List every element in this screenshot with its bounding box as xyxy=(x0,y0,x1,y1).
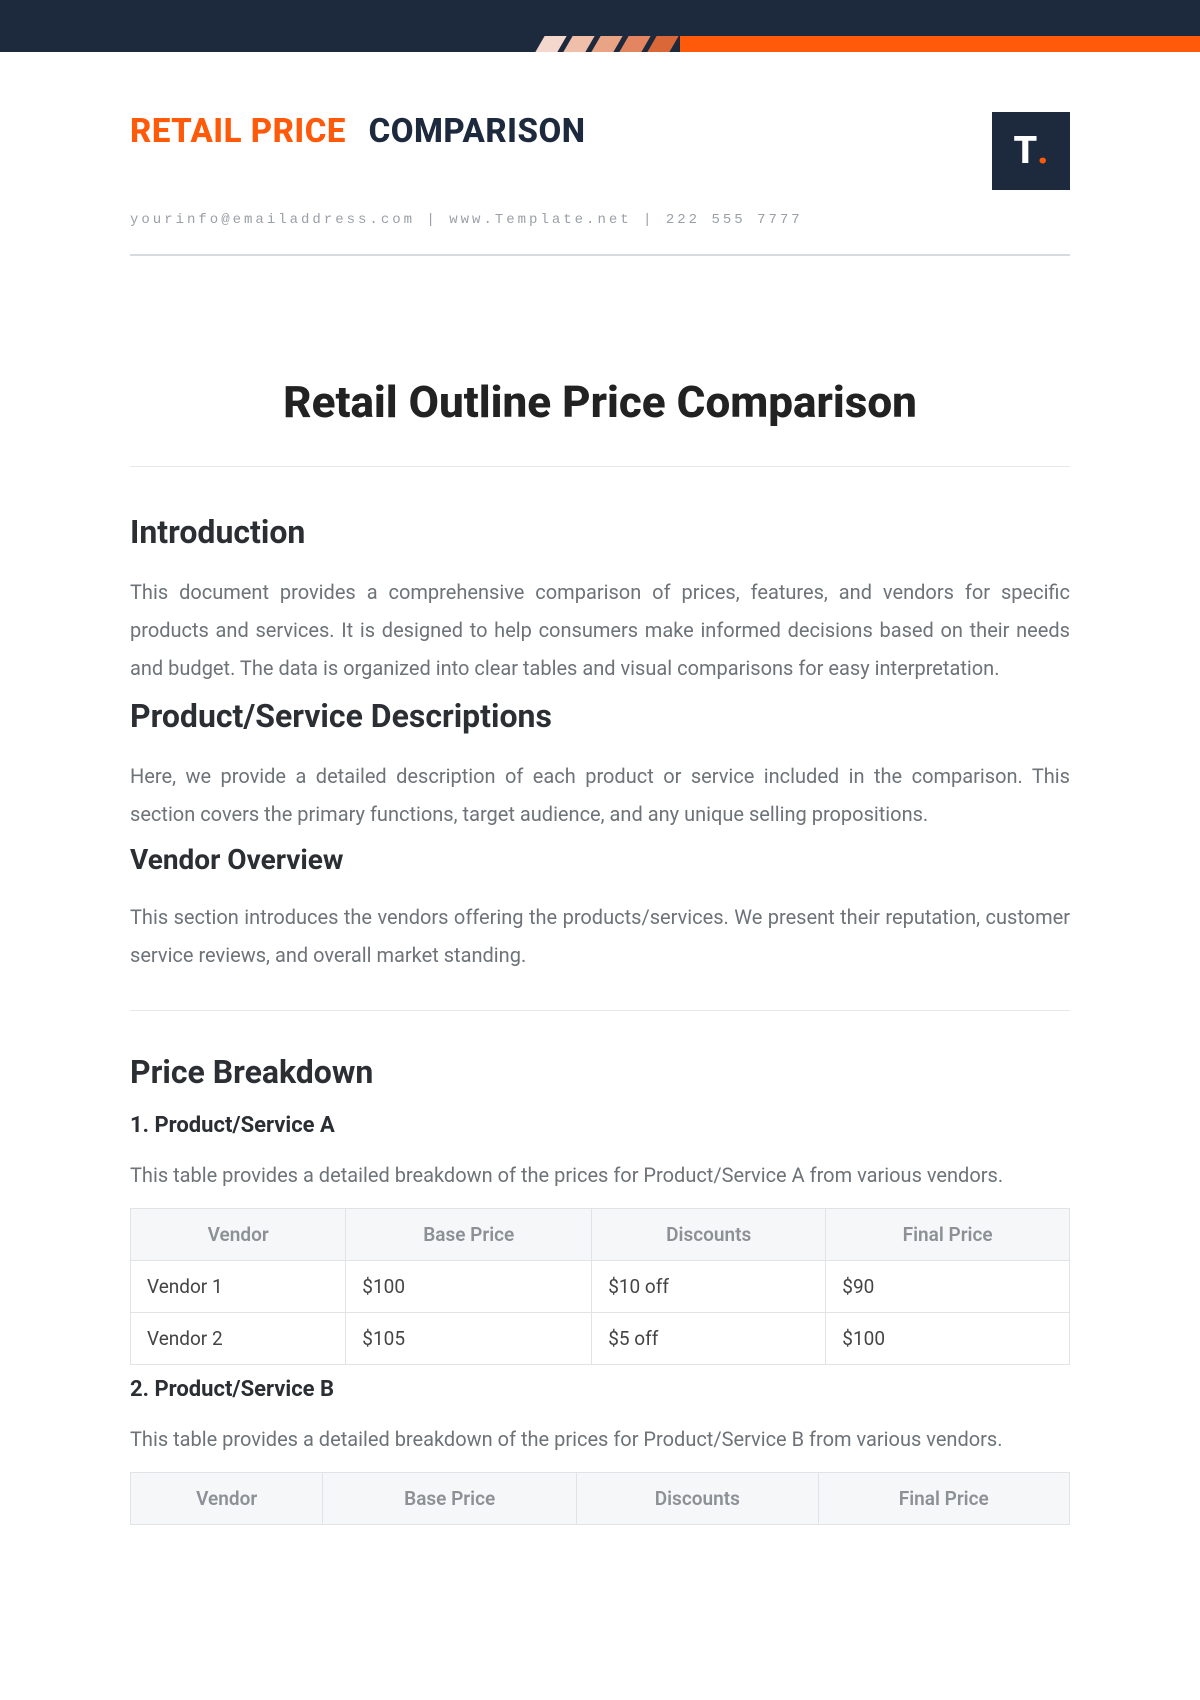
col-base-price: Base Price xyxy=(323,1473,577,1525)
descriptions-body: Here, we provide a detailed description … xyxy=(130,757,1070,833)
top-bar xyxy=(0,0,1200,52)
header-skew-decor xyxy=(540,36,680,52)
cell-discount: $10 off xyxy=(592,1261,826,1313)
col-vendor: Vendor xyxy=(131,1473,323,1525)
intro-body: This document provides a comprehensive c… xyxy=(130,573,1070,687)
brand-seg2: COMPARISON xyxy=(369,112,586,151)
cell-vendor: Vendor 1 xyxy=(131,1261,346,1313)
cell-final: $100 xyxy=(826,1313,1070,1365)
product-b-table: Vendor Base Price Discounts Final Price xyxy=(130,1472,1070,1525)
col-vendor: Vendor xyxy=(131,1209,346,1261)
col-final-price: Final Price xyxy=(826,1209,1070,1261)
product-a-title: 1. Product/Service A xyxy=(130,1113,1070,1138)
col-discounts: Discounts xyxy=(592,1209,826,1261)
logo-letter: T xyxy=(1013,129,1037,173)
col-discounts: Discounts xyxy=(577,1473,819,1525)
cell-discount: $5 off xyxy=(592,1313,826,1365)
table-row: Vendor 1 $100 $10 off $90 xyxy=(131,1261,1070,1313)
intro-heading: Introduction xyxy=(130,513,1070,551)
header-orange-strip xyxy=(680,36,1200,52)
col-final-price: Final Price xyxy=(818,1473,1069,1525)
cell-final: $90 xyxy=(826,1261,1070,1313)
vendors-body: This section introduces the vendors offe… xyxy=(130,898,1070,974)
col-base-price: Base Price xyxy=(346,1209,592,1261)
cell-base: $105 xyxy=(346,1313,592,1365)
table-row: Vendor 2 $105 $5 off $100 xyxy=(131,1313,1070,1365)
product-a-table: Vendor Base Price Discounts Final Price … xyxy=(130,1208,1070,1365)
logo-dot: . xyxy=(1037,129,1048,173)
title-divider xyxy=(130,466,1070,467)
cell-base: $100 xyxy=(346,1261,592,1313)
cell-vendor: Vendor 2 xyxy=(131,1313,346,1365)
product-a-caption: This table provides a detailed breakdown… xyxy=(130,1156,1070,1194)
product-b-caption: This table provides a detailed breakdown… xyxy=(130,1420,1070,1458)
logo-icon: T. xyxy=(992,112,1070,190)
table-header-row: Vendor Base Price Discounts Final Price xyxy=(131,1209,1070,1261)
brand-block: RETAIL PRICE COMPARISON xyxy=(130,112,585,151)
brand-title: RETAIL PRICE COMPARISON xyxy=(130,112,585,151)
mid-divider xyxy=(130,1010,1070,1011)
brand-seg1: RETAIL PRICE xyxy=(130,112,346,151)
page-content: RETAIL PRICE COMPARISON T. yourinfo@emai… xyxy=(0,52,1200,1577)
breakdown-heading: Price Breakdown xyxy=(130,1053,1070,1091)
descriptions-heading: Product/Service Descriptions xyxy=(130,697,1070,735)
vendors-heading: Vendor Overview xyxy=(130,843,1070,876)
header-row: RETAIL PRICE COMPARISON T. xyxy=(130,112,1070,190)
contact-line: yourinfo@emailaddress.com | www.Template… xyxy=(130,212,1070,228)
document-title: Retail Outline Price Comparison xyxy=(130,376,1070,428)
header-divider xyxy=(130,254,1070,256)
table-header-row: Vendor Base Price Discounts Final Price xyxy=(131,1473,1070,1525)
product-b-title: 2. Product/Service B xyxy=(130,1377,1070,1402)
